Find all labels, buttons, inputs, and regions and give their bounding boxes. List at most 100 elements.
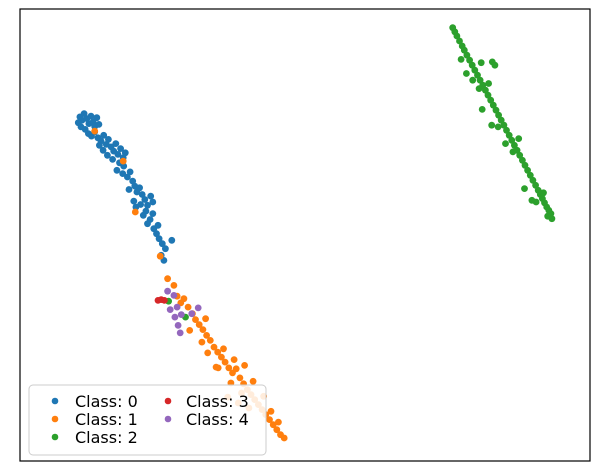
point-class-0-42 — [136, 184, 144, 192]
point-class-2-9 — [471, 66, 479, 74]
point-class-0-2 — [80, 110, 88, 117]
point-class-1-50 — [186, 327, 194, 334]
axes-frame — [19, 8, 591, 462]
point-class-2-55 — [457, 56, 465, 63]
point-class-0-55 — [153, 230, 160, 238]
legend-label-class-3: Class: 3 — [186, 392, 249, 411]
point-class-0-25 — [117, 145, 124, 153]
point-class-0-20 — [105, 136, 112, 143]
point-class-0-36 — [124, 173, 131, 181]
point-class-1-43 — [249, 377, 257, 385]
point-class-1-37 — [241, 362, 249, 369]
point-class-2-11 — [476, 76, 484, 84]
point-class-2-32 — [532, 181, 539, 189]
point-class-2-21 — [503, 126, 510, 134]
point-class-0-49 — [149, 198, 157, 206]
point-class-0-44 — [141, 196, 149, 203]
legend-label-class-1: Class: 1 — [75, 410, 138, 429]
point-class-0-27 — [121, 149, 129, 157]
point-class-2-7 — [466, 56, 473, 64]
legend-marker-class-0 — [51, 397, 59, 405]
point-class-0-35 — [119, 170, 127, 178]
point-class-0-61 — [130, 197, 138, 205]
point-class-2-10 — [474, 71, 481, 79]
point-class-4-3 — [166, 306, 174, 313]
point-class-2-13 — [482, 86, 489, 94]
point-class-0-43 — [138, 191, 146, 198]
point-class-1-52 — [202, 315, 210, 323]
point-class-2-48 — [502, 140, 509, 148]
point-class-2-45 — [491, 61, 499, 69]
point-class-2-52 — [540, 189, 547, 197]
legend-marker-class-2 — [51, 433, 59, 441]
point-class-0-31 — [109, 156, 116, 163]
point-class-2-43 — [485, 80, 492, 87]
point-class-0-23 — [112, 140, 120, 148]
point-class-2-42 — [475, 85, 483, 92]
point-class-0-40 — [125, 186, 133, 193]
point-class-2-16 — [489, 101, 497, 109]
point-class-1-34 — [280, 434, 288, 442]
point-class-1-19 — [225, 364, 233, 372]
point-class-2-47 — [494, 123, 502, 131]
point-class-0-62 — [154, 221, 162, 229]
legend-label-class-0: Class: 0 — [75, 392, 138, 411]
point-class-4-7 — [176, 329, 184, 337]
point-class-2-28 — [521, 161, 529, 169]
point-class-0-8 — [93, 114, 101, 122]
point-class-1-40 — [204, 349, 212, 357]
point-class-2-40 — [463, 70, 470, 77]
point-class-0-57 — [158, 240, 166, 248]
point-class-0-9 — [95, 121, 103, 128]
legend-marker-class-1 — [51, 415, 59, 423]
point-class-1-35 — [220, 345, 227, 353]
point-class-2-5 — [460, 46, 468, 54]
point-class-0-46 — [132, 203, 140, 211]
point-class-2-30 — [526, 171, 534, 179]
point-class-1-7 — [180, 295, 188, 303]
legend-label-class-4: Class: 4 — [186, 410, 249, 429]
point-class-0-18 — [100, 131, 108, 139]
point-class-1-32 — [273, 426, 281, 434]
point-class-2-26 — [516, 151, 524, 159]
point-class-1-11 — [195, 321, 203, 328]
point-class-1-22 — [236, 374, 244, 382]
point-class-0-37 — [126, 168, 134, 176]
point-class-4-0 — [164, 287, 172, 295]
point-class-1-41 — [212, 363, 220, 371]
point-class-2-31 — [529, 176, 537, 184]
point-class-2-41 — [469, 76, 477, 84]
point-class-0-24 — [114, 151, 122, 158]
legend-marker-class-3 — [164, 397, 172, 405]
point-class-0-53 — [144, 220, 151, 228]
point-class-1-31 — [269, 421, 277, 429]
point-class-1-15 — [210, 343, 218, 351]
point-class-1-14 — [206, 337, 214, 344]
point-class-0-33 — [120, 162, 128, 170]
point-class-0-58 — [162, 245, 169, 253]
point-class-2-14 — [484, 91, 492, 99]
point-class-2-50 — [521, 185, 528, 193]
point-class-0-59 — [168, 236, 176, 244]
point-class-4-4 — [177, 311, 185, 318]
point-class-1-13 — [203, 332, 211, 339]
point-class-1-51 — [198, 338, 206, 346]
point-class-4-2 — [173, 303, 181, 311]
point-class-2-46 — [478, 106, 486, 113]
point-class-3-2 — [161, 297, 168, 304]
point-class-0-28 — [104, 151, 111, 159]
point-class-0-56 — [155, 235, 163, 243]
point-class-2-6 — [463, 51, 471, 59]
point-class-1-3 — [156, 252, 164, 260]
point-class-0-47 — [144, 201, 151, 209]
point-class-1-12 — [199, 326, 207, 333]
point-class-1-8 — [184, 303, 192, 311]
point-class-2-20 — [500, 121, 508, 129]
point-class-1-36 — [230, 356, 238, 363]
point-class-1-17 — [218, 353, 225, 361]
point-class-0-5 — [87, 112, 95, 120]
point-class-4-6 — [174, 322, 182, 329]
point-class-1-30 — [266, 416, 273, 423]
point-class-1-49 — [275, 418, 282, 426]
